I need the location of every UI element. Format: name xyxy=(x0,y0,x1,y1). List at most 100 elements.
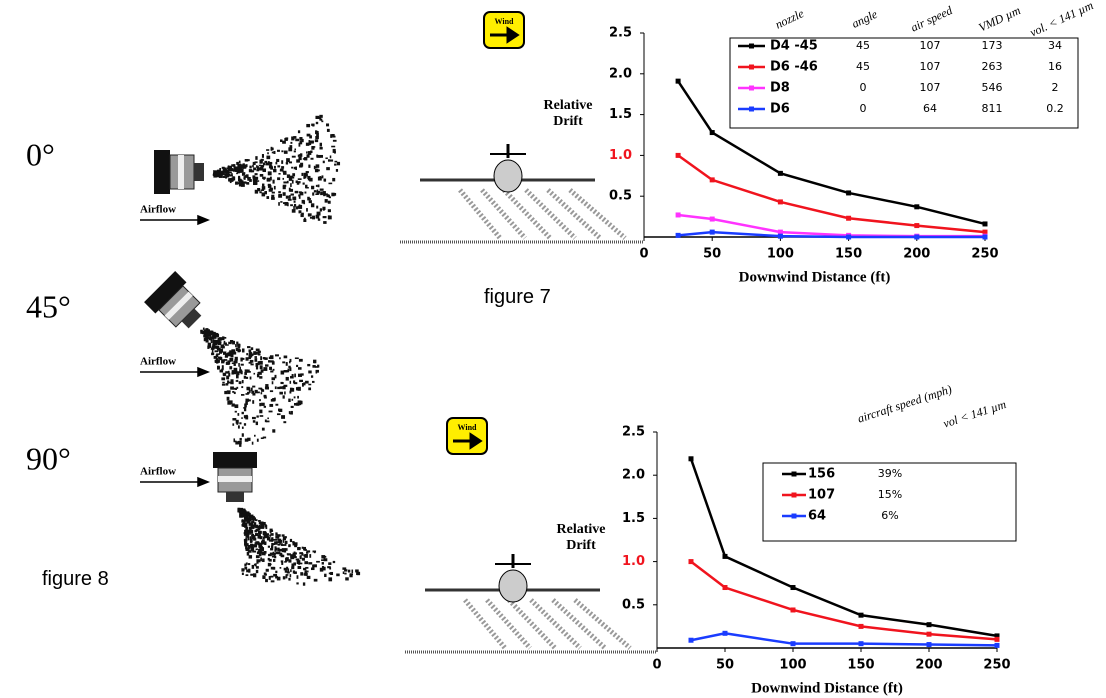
spray-droplet xyxy=(227,360,231,363)
spray-droplet xyxy=(232,418,237,421)
spray-droplet xyxy=(316,132,319,137)
spray-droplet xyxy=(283,384,288,387)
spray-droplet xyxy=(309,177,313,182)
spray-droplet xyxy=(303,172,307,177)
spray-droplet xyxy=(289,188,294,192)
spray-droplet xyxy=(244,371,247,375)
spray-droplet xyxy=(223,359,228,361)
spray-droplet xyxy=(225,361,230,365)
spray-droplet xyxy=(290,375,294,379)
spray-droplet xyxy=(293,396,296,399)
spray-droplet xyxy=(252,525,255,529)
spray-droplet xyxy=(298,373,302,377)
spray-droplet xyxy=(218,341,222,344)
spray-droplet xyxy=(258,542,260,545)
spray-droplet xyxy=(232,169,237,172)
spray-droplet xyxy=(309,554,312,558)
spray-droplet xyxy=(235,380,238,382)
spray-droplet xyxy=(267,417,269,420)
spray-droplet xyxy=(241,183,245,187)
spray-droplet xyxy=(301,546,304,549)
spray-droplet xyxy=(298,561,300,565)
spray-droplet xyxy=(295,558,300,561)
spray-droplet xyxy=(307,151,312,155)
spray-droplet xyxy=(306,133,311,137)
x-tick-label: 50 xyxy=(716,658,734,673)
spray-droplet xyxy=(237,413,240,416)
spray-droplet xyxy=(323,558,328,562)
spray-droplet xyxy=(242,181,247,184)
nozzle-cap xyxy=(144,271,187,314)
spray-droplet xyxy=(233,438,236,442)
x-tick-label: 200 xyxy=(903,247,930,262)
spray-droplet xyxy=(215,340,218,343)
spray-droplet xyxy=(294,552,297,555)
spray-droplet xyxy=(255,366,259,370)
spray-droplet xyxy=(251,522,254,526)
spray-droplet xyxy=(312,365,316,368)
spray-droplet xyxy=(244,175,248,178)
spray-droplet xyxy=(237,178,242,182)
spray-droplet xyxy=(245,414,248,418)
spray-droplet xyxy=(233,363,236,366)
spray-droplet xyxy=(268,165,273,169)
spray-droplet xyxy=(344,572,347,575)
spray-line xyxy=(463,598,507,650)
spray-droplet xyxy=(251,564,255,569)
spray-droplet xyxy=(261,389,265,392)
spray-droplet xyxy=(232,340,236,345)
spray-droplet xyxy=(282,170,287,173)
spray-droplet xyxy=(209,334,211,338)
data-point xyxy=(790,607,796,613)
spray-droplet xyxy=(256,180,260,182)
spray-droplet xyxy=(231,403,235,407)
spray-droplet xyxy=(308,387,312,391)
spray-droplet xyxy=(288,544,291,547)
spray-droplet xyxy=(282,361,286,364)
spray-droplet xyxy=(327,215,330,220)
spray-droplet xyxy=(319,154,324,158)
series-line xyxy=(677,80,986,226)
spray-droplet xyxy=(289,387,293,392)
spray-droplet xyxy=(258,519,261,522)
spray-line xyxy=(529,598,582,650)
spray-droplet xyxy=(309,198,312,200)
spray-droplet xyxy=(229,366,233,370)
spray-droplet xyxy=(264,396,267,399)
spray-droplet xyxy=(333,192,337,196)
spray-droplet xyxy=(248,518,252,522)
spray-droplet xyxy=(327,566,331,569)
spray-droplet xyxy=(266,155,271,160)
spray-droplet xyxy=(269,355,274,360)
spray-droplet xyxy=(234,356,238,361)
spray-droplet xyxy=(301,212,304,215)
spray-droplet xyxy=(228,165,233,169)
spray-droplet xyxy=(250,519,254,521)
spray-droplet xyxy=(334,163,337,166)
spray-droplet xyxy=(316,169,320,172)
spray-droplet xyxy=(273,168,277,173)
spray-droplet xyxy=(242,163,245,166)
spray-line xyxy=(507,598,557,650)
caption: figure 7 xyxy=(484,286,551,308)
spray-droplet xyxy=(240,510,243,514)
spray-droplet xyxy=(289,175,294,179)
spray-droplet xyxy=(323,221,327,224)
spray-droplet xyxy=(282,395,285,399)
spray-droplet xyxy=(209,344,212,348)
nozzle-tip xyxy=(226,492,244,502)
spray-droplet xyxy=(236,371,240,376)
spray-droplet xyxy=(239,422,242,425)
x-tick-label: 0 xyxy=(652,658,661,673)
spray-droplet xyxy=(227,168,230,172)
spray-droplet xyxy=(269,162,273,165)
spray-droplet xyxy=(262,521,266,526)
spray-droplet xyxy=(303,219,307,222)
spray-droplet xyxy=(303,382,306,386)
spray-droplet xyxy=(294,373,296,378)
spray-droplet xyxy=(250,540,252,544)
legend-header: aircraft speed (mph) xyxy=(856,382,954,426)
spray-droplet xyxy=(289,380,292,384)
spray-droplet xyxy=(235,347,239,351)
spray-droplet xyxy=(218,350,222,352)
